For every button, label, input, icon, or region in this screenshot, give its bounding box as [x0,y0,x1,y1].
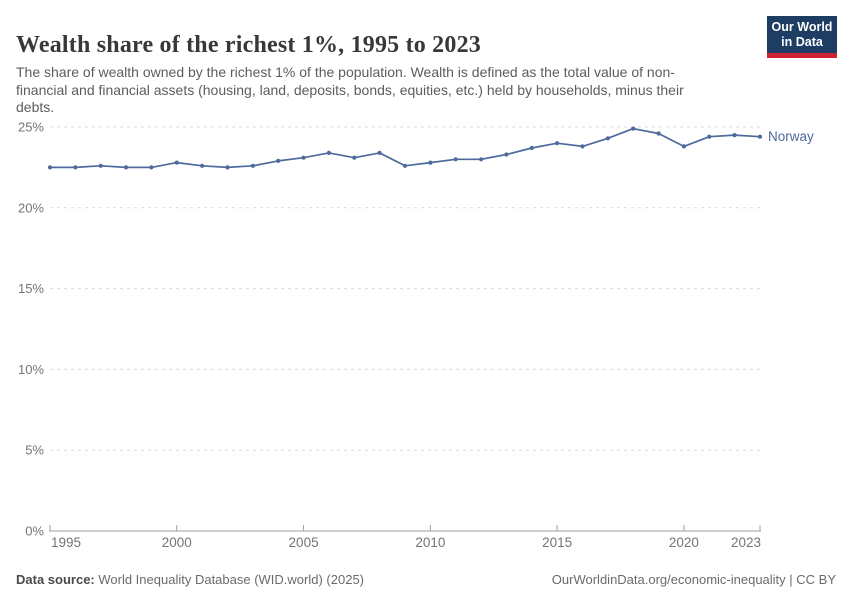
x-tick-label: 2020 [669,535,699,550]
x-tick-label: 2010 [415,535,445,550]
x-tick-label: 2000 [162,535,192,550]
data-point[interactable] [631,126,636,131]
data-point[interactable] [453,157,458,162]
data-point[interactable] [605,136,611,141]
data-source-label: Data source: [16,572,95,587]
x-tick-label: 2005 [289,535,319,550]
data-point[interactable] [656,131,661,136]
data-point[interactable] [73,165,78,170]
data-point[interactable] [402,163,408,168]
data-point[interactable] [529,145,534,151]
data-source-note: Data source: World Inequality Database (… [16,572,364,587]
owid-logo-line2: in Data [781,35,823,49]
chart-subtitle: The share of wealth owned by the richest… [16,64,684,115]
data-point[interactable] [580,144,585,149]
series-line-norway[interactable] [49,127,761,169]
data-source-value: World Inequality Database (WID.world) (2… [94,572,365,587]
y-tick-label: 5% [25,443,44,458]
owid-logo: Our World in Data [767,16,837,58]
data-point[interactable] [98,163,103,168]
data-point[interactable] [479,157,484,162]
series-label-norway: Norway [768,129,814,144]
data-point[interactable] [301,155,306,160]
owid-logo-line1: Our World [771,20,833,34]
y-tick-label: 15% [18,281,44,296]
data-point[interactable] [757,134,763,139]
x-tick-label: 1995 [51,535,81,550]
data-point[interactable] [200,163,205,168]
data-point[interactable] [225,165,230,170]
data-point[interactable] [681,144,687,149]
y-tick-label: 0% [25,524,44,539]
data-point[interactable] [707,134,712,139]
data-point[interactable] [326,150,331,155]
x-tick-label: 2023 [731,535,761,550]
data-point[interactable] [276,158,281,163]
y-tick-label: 10% [18,362,44,377]
data-point[interactable] [732,133,737,138]
data-point[interactable] [250,163,255,168]
data-point[interactable] [149,165,154,170]
x-tick-label: 2015 [542,535,572,550]
data-point[interactable] [504,152,509,157]
y-tick-label: 25% [18,120,44,135]
chart-title: Wealth share of the richest 1%, 1995 to … [16,32,481,59]
data-point[interactable] [47,165,53,170]
data-point[interactable] [555,141,560,146]
credit-link[interactable]: OurWorldinData.org/economic-inequality |… [551,572,836,587]
data-point[interactable] [352,155,357,160]
data-point[interactable] [124,165,129,170]
data-point[interactable] [174,160,179,165]
data-point[interactable] [377,150,382,155]
y-tick-label: 20% [18,200,44,215]
data-point[interactable] [428,160,433,165]
chart-footer: Data source: World Inequality Database (… [16,572,836,587]
